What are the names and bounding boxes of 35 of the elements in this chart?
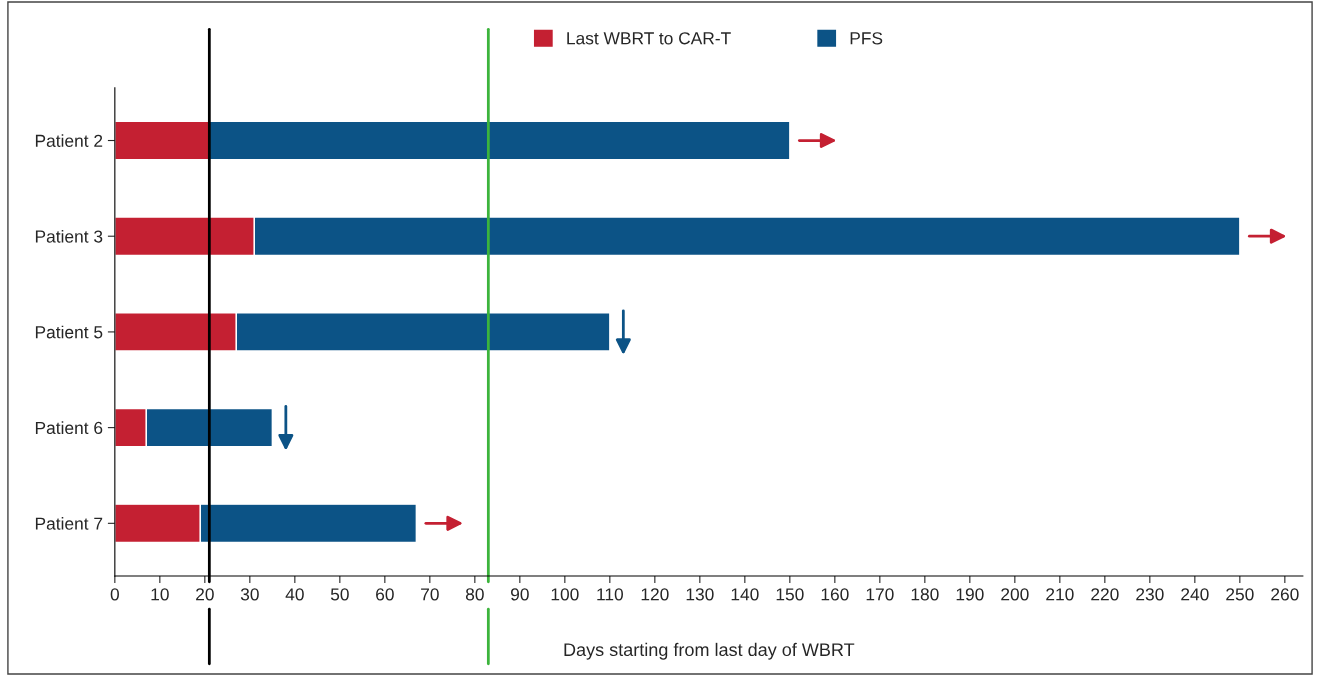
x-tick-label: 90 xyxy=(511,588,529,601)
x-tick-label: 50 xyxy=(330,588,349,601)
x-tick-label: 120 xyxy=(641,588,669,601)
x-tick-label: 160 xyxy=(821,588,849,601)
x-tick-label: 180 xyxy=(911,588,939,601)
x-tick-label: 10 xyxy=(151,588,169,601)
x-tick-label: 220 xyxy=(1091,588,1119,601)
x-tick-label: 230 xyxy=(1136,588,1164,601)
x-tick-label: 200 xyxy=(1001,588,1029,601)
y-tick-label: Patient 6 xyxy=(35,421,103,435)
x-tick-label: 20 xyxy=(196,588,214,601)
y-tick-label: Patient 5 xyxy=(35,325,103,339)
x-axis-title: Days starting from last day of WBRT xyxy=(564,642,855,660)
legend-label: PFS xyxy=(850,32,883,45)
x-tick-label: 130 xyxy=(686,588,714,601)
x-tick-label: 190 xyxy=(956,588,984,601)
x-tick-label: 250 xyxy=(1226,588,1254,601)
x-tick-label: 100 xyxy=(551,588,579,601)
x-tick-label: 170 xyxy=(866,588,894,601)
x-tick-label: 80 xyxy=(465,588,484,601)
y-tick-label: Patient 3 xyxy=(35,229,103,243)
x-tick-label: 60 xyxy=(376,588,394,601)
x-tick-label: 140 xyxy=(731,588,759,601)
y-tick-label: Patient 2 xyxy=(35,134,103,147)
x-tick-label: 260 xyxy=(1271,588,1299,601)
x-tick-label: 210 xyxy=(1046,588,1074,601)
x-tick-label: 40 xyxy=(285,588,304,601)
y-tick-label: Patient 7 xyxy=(35,517,103,530)
x-tick-label: 240 xyxy=(1181,588,1209,601)
x-tick-label: 30 xyxy=(240,588,259,601)
x-tick-label: 70 xyxy=(421,588,439,601)
x-tick-label: 150 xyxy=(776,588,804,601)
x-tick-label: 110 xyxy=(597,588,624,601)
x-tick-label: 0 xyxy=(110,588,119,601)
legend-label: Last WBRT to CAR-T xyxy=(567,32,731,45)
